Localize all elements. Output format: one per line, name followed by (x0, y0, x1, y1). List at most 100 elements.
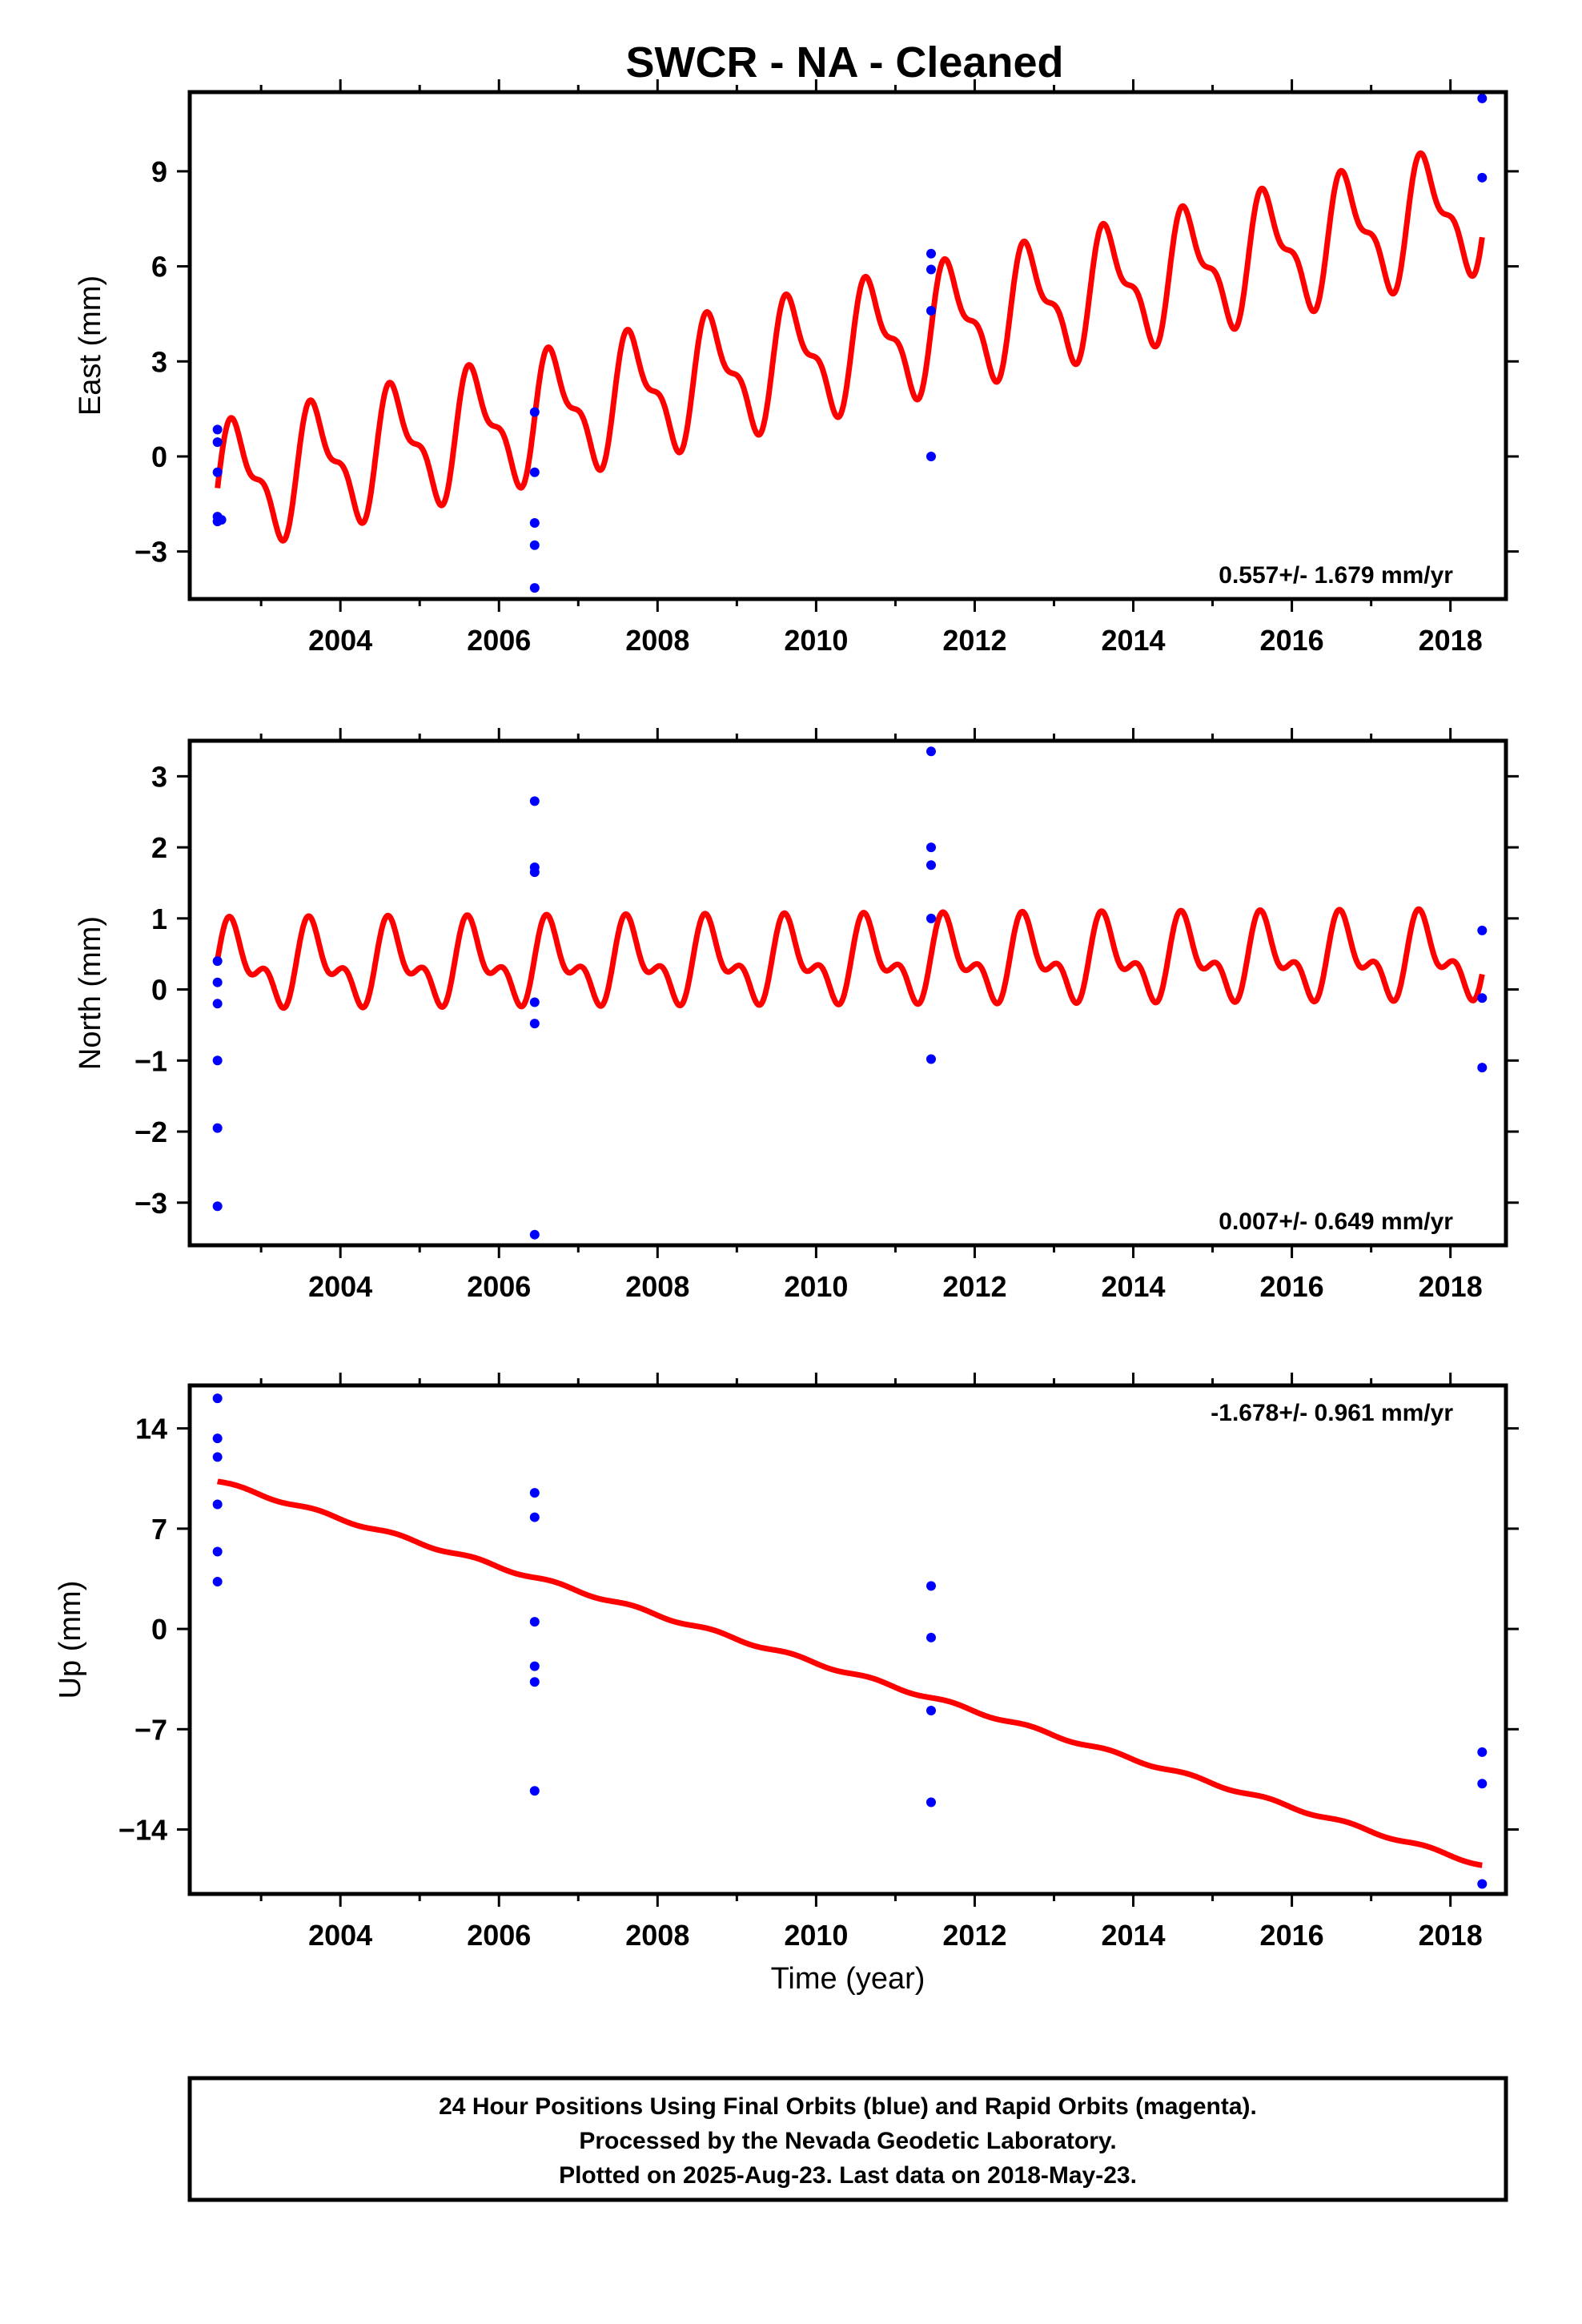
up-data-point (926, 1632, 936, 1642)
up-data-point (1477, 1747, 1488, 1757)
north-data-point (212, 1055, 223, 1066)
up-x-tick-label: 2014 (1101, 1919, 1165, 1952)
east-data-point (926, 451, 936, 461)
east-axis-label: East (mm) (74, 275, 107, 416)
north-data-point (212, 999, 223, 1009)
east-data-point (529, 407, 540, 417)
up-x-tick-label: 2004 (308, 1919, 372, 1952)
east-data-point (212, 437, 223, 448)
up-data-point (529, 1617, 540, 1627)
up-data-point (212, 1452, 223, 1462)
north-rate-label: 0.007+/- 0.649 mm/yr (1219, 1208, 1453, 1235)
up-data-point (212, 1433, 223, 1444)
east-frame (187, 90, 1508, 601)
up-y-tick-label: 14 (135, 1413, 167, 1445)
up-data-point (926, 1797, 936, 1807)
up-plot-area: 2004 2006 2008 2010 2012 2014 2016 2018 −14 −7 0 7 1… (118, 1373, 1519, 1952)
up-model-curve (215, 1478, 1484, 1868)
up-data-point (1477, 1879, 1488, 1889)
east-data-point (1477, 172, 1488, 183)
up-y-tick-label: 0 (151, 1613, 167, 1646)
east-x-tick-label: 2010 (784, 624, 848, 657)
north-x-tick-label: 2018 (1419, 1270, 1483, 1303)
east-y-tick-label: 3 (151, 345, 167, 378)
up-x-tick-label: 2016 (1260, 1919, 1324, 1952)
north-y-tick-label: 2 (151, 831, 167, 864)
up-y-tick-label: −14 (118, 1814, 167, 1847)
up-data-point (529, 1786, 540, 1796)
east-x-tick-label: 2006 (467, 624, 531, 657)
east-panel: 2004 2006 2008 2010 2012 2014 2016 2018 −3 0 3 6 9 E… (74, 79, 1519, 657)
up-data-point (212, 1499, 223, 1510)
up-rate-label: -1.678+/- 0.961 mm/yr (1211, 1400, 1453, 1426)
north-model-curve (215, 906, 1485, 1011)
up-x-tick-label: 2012 (942, 1919, 1006, 1952)
east-data-point (1477, 93, 1488, 103)
north-y-tick-label: 1 (151, 903, 167, 935)
up-data-point (529, 1512, 540, 1522)
up-y-tick-label: 7 (151, 1513, 167, 1546)
east-y-tick-label: 6 (151, 251, 167, 283)
north-x-tick-label: 2010 (784, 1270, 848, 1303)
up-data-point (212, 1393, 223, 1404)
north-data-point (926, 913, 936, 923)
footer-frame (187, 2076, 1508, 2202)
east-data-point (529, 583, 540, 593)
east-data-point (926, 248, 936, 259)
up-x-tick-label: 2018 (1419, 1919, 1483, 1952)
north-x-tick-label: 2004 (308, 1270, 372, 1303)
north-data-point (212, 977, 223, 987)
east-data-point (212, 467, 223, 477)
time-axis-label: Time (year) (771, 1962, 926, 1996)
north-data-point (212, 1123, 223, 1133)
north-data-point (1477, 993, 1488, 1003)
east-data-point (926, 264, 936, 275)
north-data-point (529, 1229, 540, 1240)
east-x-tick-label: 2016 (1260, 624, 1324, 657)
up-x-tick-label: 2010 (784, 1919, 848, 1952)
north-data-point (1477, 1063, 1488, 1073)
east-y-tick-label: 9 (151, 155, 167, 188)
footer-box: 24 Hour Positions Using Final Orbits (bl… (187, 2076, 1508, 2202)
north-y-tick-label: 3 (151, 760, 167, 793)
east-x-tick-label: 2018 (1419, 624, 1483, 657)
footer-line-processor: Processed by the Nevada Geodetic Laborat… (579, 2128, 1116, 2154)
north-x-tick-label: 2006 (467, 1270, 531, 1303)
up-data-point (529, 1677, 540, 1687)
up-x-tick-label: 2006 (467, 1919, 531, 1952)
up-data-point (529, 1488, 540, 1498)
east-data-point (529, 467, 540, 477)
east-model-curve (215, 150, 1485, 544)
east-data-point (216, 515, 227, 525)
north-y-tick-label: −3 (135, 1187, 167, 1220)
north-y-tick-label: −2 (135, 1116, 167, 1148)
north-x-tick-label: 2012 (942, 1270, 1006, 1303)
north-axis-label: North (mm) (74, 916, 107, 1070)
north-data-point (529, 867, 540, 878)
north-data-point (926, 746, 936, 757)
east-y-tick-label: −3 (135, 536, 167, 569)
north-data-point (926, 1054, 936, 1064)
east-x-tick-label: 2012 (942, 624, 1006, 657)
up-data-point (212, 1577, 223, 1587)
footer-line-orbits: 24 Hour Positions Using Final Orbits (bl… (439, 2093, 1257, 2120)
up-axis-label: Up (mm) (54, 1581, 87, 1699)
north-y-tick-label: 0 (151, 974, 167, 1007)
up-data-point (926, 1706, 936, 1716)
east-data-point (529, 518, 540, 529)
north-data-point (1477, 925, 1488, 935)
north-frame (187, 738, 1508, 1248)
up-data-point (212, 1546, 223, 1557)
up-data-point (529, 1661, 540, 1671)
east-y-tick-label: 0 (151, 440, 167, 473)
east-x-tick-label: 2008 (625, 624, 689, 657)
east-plot-area: 2004 2006 2008 2010 2012 2014 2016 2018 −3 0 3 6 9 (135, 79, 1519, 657)
up-data-point (926, 1581, 936, 1591)
footer-line-dates: Plotted on 2025-Aug-23. Last data on 201… (559, 2162, 1137, 2189)
north-data-point (926, 842, 936, 853)
north-data-point (529, 997, 540, 1007)
north-x-tick-label: 2008 (625, 1270, 689, 1303)
up-y-tick-label: −7 (135, 1713, 167, 1746)
north-x-tick-label: 2016 (1260, 1270, 1324, 1303)
